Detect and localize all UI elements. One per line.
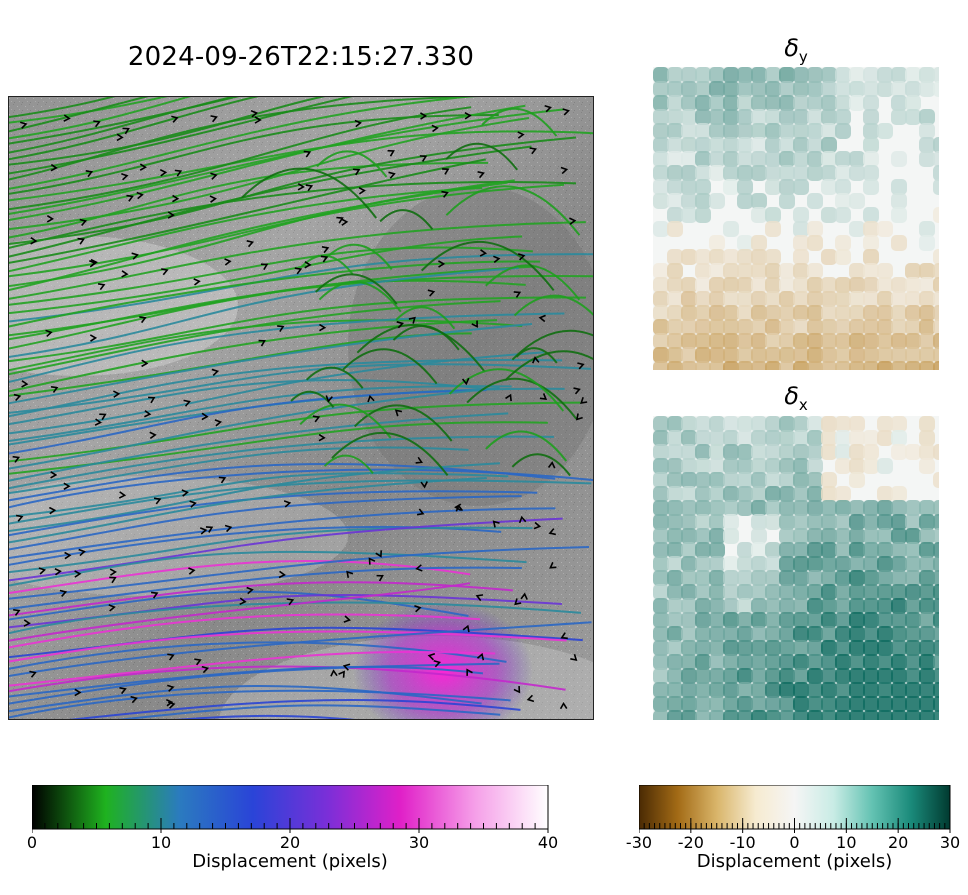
displacement-colorbar-tick-label: 0	[26, 833, 38, 852]
flow-arrows	[12, 104, 588, 710]
signed-displacement-colorbar-tick-label: -30	[625, 833, 653, 852]
delta-x-title: δx	[784, 382, 808, 414]
delta-y-map	[653, 67, 939, 370]
signed-displacement-colorbar-tick-label: 10	[836, 833, 857, 852]
displacement-colorbar	[32, 785, 549, 833]
main-plot-title: 2024-09-26T22:15:27.330	[127, 42, 475, 72]
streamlines	[8, 96, 594, 720]
displacement-colorbar-tick-label: 10	[150, 833, 172, 852]
signed-displacement-colorbar-tick-label: -20	[677, 833, 704, 852]
signed-displacement-colorbar-label: Displacement (pixels)	[696, 851, 893, 872]
signed-displacement-colorbar-tick-label: -10	[729, 833, 756, 852]
delta-y-title: δy	[784, 34, 808, 66]
displacement-colorbar-label: Displacement (pixels)	[192, 851, 388, 872]
displacement-colorbar-tick-label: 20	[279, 833, 301, 852]
displacement-colorbar-tick-label: 40	[537, 833, 559, 852]
signed-displacement-colorbar-tick-label: 20	[887, 833, 909, 852]
displacement-colorbar-tick-label: 30	[408, 833, 430, 852]
signed-displacement-colorbar-tick-label: 0	[789, 833, 800, 852]
streamline-plot	[8, 96, 594, 720]
signed-displacement-colorbar-tick-label: 30	[939, 833, 961, 852]
delta-x-map	[653, 416, 939, 720]
signed-displacement-colorbar	[639, 785, 951, 833]
